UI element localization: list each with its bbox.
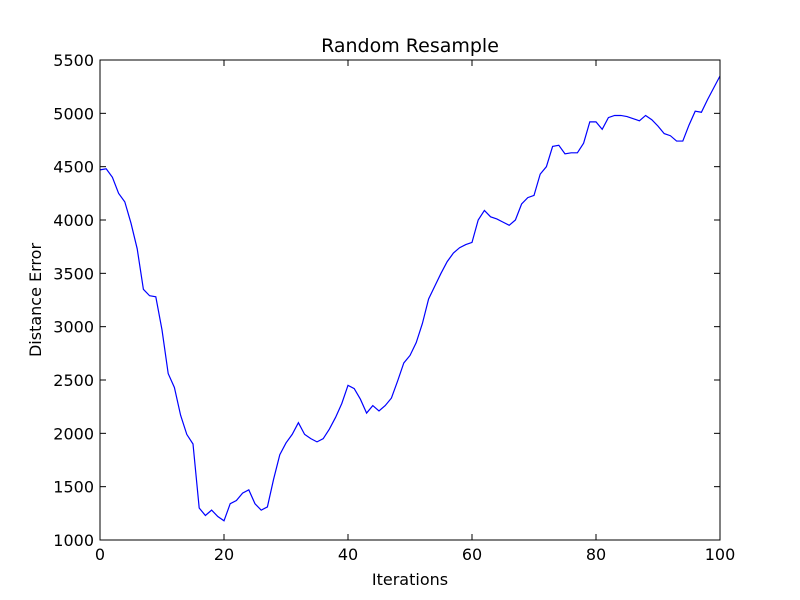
plot-area [99, 59, 721, 541]
y-tick-label: 2000 [53, 424, 94, 443]
y-tick-label: 4000 [53, 211, 94, 230]
y-tick-label: 2500 [53, 371, 94, 390]
y-tick-label: 1000 [53, 531, 94, 550]
axis-ticks: 0 20 40 60 80 100 1000 1500 2000 2500 3000 3500 4000… [53, 51, 735, 564]
y-tick-label: 3000 [53, 318, 94, 337]
y-tick-label: 5000 [53, 104, 94, 123]
y-tick-label: 3500 [53, 264, 94, 283]
x-tick-label: 60 [462, 545, 482, 564]
x-tick-label: 80 [586, 545, 606, 564]
y-tick-label: 5500 [53, 51, 94, 70]
series-line [99, 75, 721, 522]
y-tick-label: 4500 [53, 158, 94, 177]
plot-frame [99, 59, 721, 541]
x-axis-label: Iterations [372, 570, 448, 589]
y-tick-label: 1500 [53, 478, 94, 497]
x-tick-label: 40 [338, 545, 358, 564]
chart-title: Random Resample [321, 35, 499, 57]
x-tick-label: 20 [214, 545, 234, 564]
x-tick-label: 0 [95, 545, 105, 564]
y-axis-label: Distance Error [26, 243, 45, 357]
x-tick-label: 100 [705, 545, 736, 564]
